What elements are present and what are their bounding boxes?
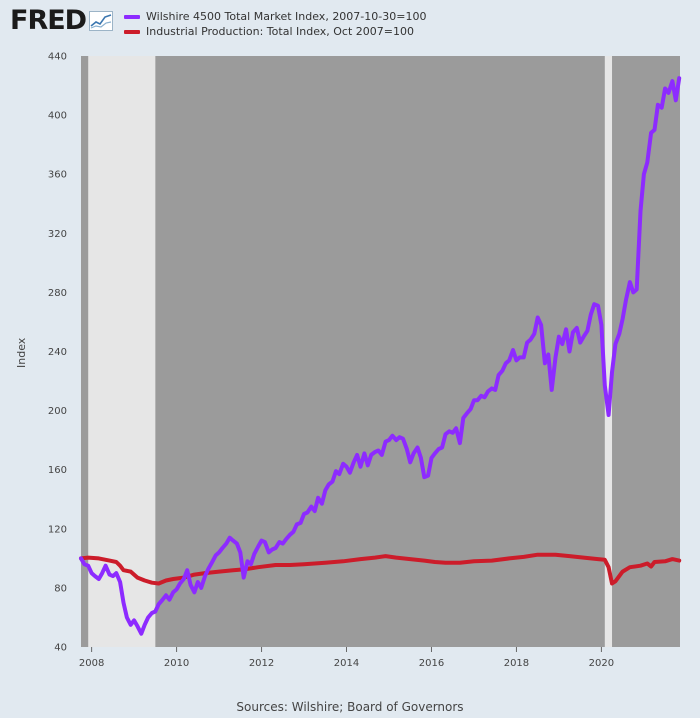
y-tick-label: 80 [54, 583, 67, 594]
legend-label-wilshire: Wilshire 4500 Total Market Index, 2007-1… [146, 10, 427, 23]
plot-bg-rect [81, 56, 680, 647]
y-tick-label: 200 [48, 406, 67, 417]
chart-plot-area: 40 80 120 160 200 240 280 320 360 400 440 2008 2010… [48, 52, 682, 669]
y-tick-label: 400 [48, 111, 67, 122]
x-tick-label: 2008 [79, 658, 104, 669]
fred-logo[interactable]: FRED [10, 5, 114, 36]
y-tick-label: 120 [48, 524, 67, 535]
logo-text: FRED [10, 5, 87, 36]
chart-legend: Wilshire 4500 Total Market Index, 2007-1… [124, 9, 426, 39]
source-note: Sources: Wilshire; Board of Governors [236, 700, 464, 714]
y-tick-label: 360 [48, 170, 67, 181]
x-tick-label: 2016 [419, 658, 444, 669]
y-tick-label: 160 [48, 465, 67, 476]
legend-swatch-wilshire [124, 14, 140, 19]
y-tick-label: 240 [48, 347, 67, 358]
recession-band-1 [604, 56, 613, 647]
x-tick-label: 2014 [334, 658, 359, 669]
y-tick-label: 40 [54, 643, 67, 654]
x-tick-label: 2010 [164, 658, 189, 669]
x-tick-label: 2012 [249, 658, 274, 669]
x-tick-label: 2020 [589, 658, 614, 669]
chart-line-icon [89, 11, 114, 31]
chart-header: FRED Wilshire 4500 Total Market Index, 2… [0, 0, 700, 50]
y-axis-label: Index [15, 337, 28, 368]
legend-label-industrial-production: Industrial Production: Total Index, Oct … [146, 25, 414, 38]
recession-shading [88, 56, 613, 647]
legend-swatch-industrial-production [124, 29, 140, 34]
series-line-industrial-production [79, 552, 682, 586]
y-tick-label: 320 [48, 229, 67, 240]
series-lines [79, 76, 682, 636]
legend-item-industrial-production: Industrial Production: Total Index, Oct … [124, 24, 426, 39]
y-tick-label: 280 [48, 288, 67, 299]
plot-background [81, 56, 680, 647]
recession-band-0 [88, 56, 156, 647]
legend-item-wilshire: Wilshire 4500 Total Market Index, 2007-1… [124, 9, 426, 24]
x-tick-label: 2018 [504, 658, 529, 669]
series-line-wilshire [79, 76, 682, 636]
y-tick-label: 440 [48, 52, 67, 63]
x-axis-ticks: 2008 2010 2012 2014 2016 2018 2020 [79, 647, 614, 669]
y-axis-ticks: 40 80 120 160 200 240 280 320 360 400 440 [48, 52, 67, 654]
